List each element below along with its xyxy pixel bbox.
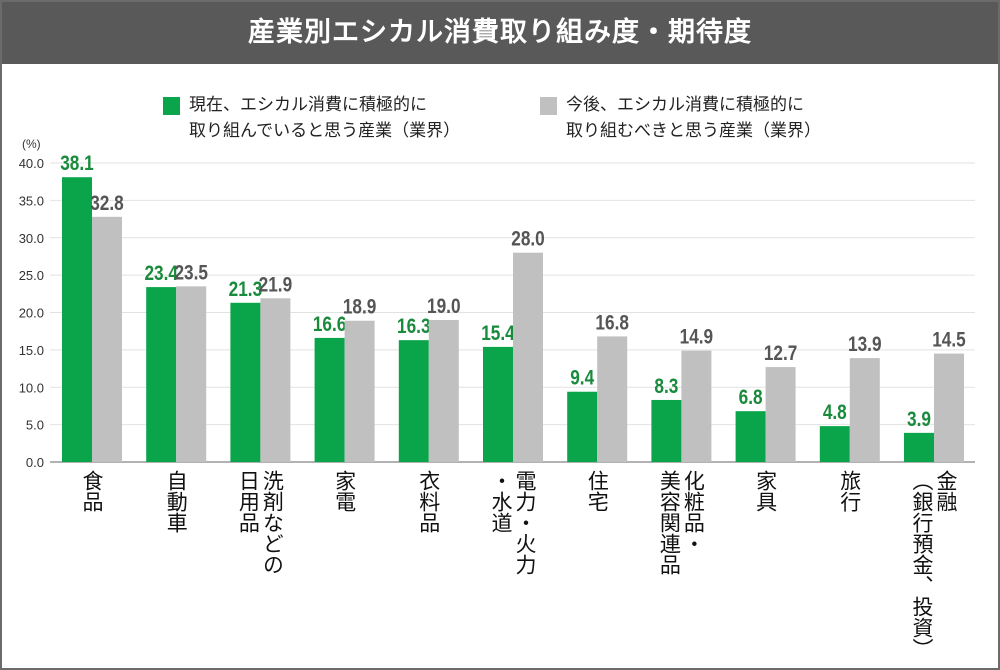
bar-current [398, 340, 429, 462]
bar-future [849, 358, 880, 462]
bar-current [314, 337, 345, 462]
y-tick-label: 20.0 [19, 306, 44, 321]
data-label: 23.4 [144, 263, 178, 286]
category-label: 金融 （銀行預金、投資） [910, 470, 958, 659]
bar-future [92, 216, 122, 462]
category-label: 家具 [753, 470, 778, 512]
data-label: 16.8 [595, 312, 629, 335]
data-label: 38.1 [60, 153, 94, 176]
y-tick-label: 25.0 [19, 268, 44, 283]
data-label: 32.8 [90, 192, 124, 215]
bar-current [146, 287, 177, 462]
category-label: 家電 [332, 470, 357, 512]
bar-current [819, 426, 850, 462]
category-label: 住宅 [585, 470, 610, 512]
data-label: 4.8 [823, 402, 847, 425]
category-label: 食品 [80, 470, 104, 512]
bar-future [513, 252, 543, 462]
data-label: 13.9 [848, 334, 882, 357]
y-tick-label: 40.0 [19, 156, 44, 171]
data-label: 12.7 [764, 343, 798, 366]
data-label: 21.9 [259, 274, 293, 297]
category-label: 自動車 [164, 470, 189, 533]
y-tick-label: 15.0 [19, 343, 44, 358]
data-label: 16.6 [313, 313, 347, 336]
chart-title: 産業別エシカル消費取り組み度・期待度 [2, 2, 998, 64]
data-label: 18.9 [343, 296, 377, 319]
bar-future [934, 353, 964, 462]
legend-item-future: 今後、エシカル消費に積極的に 取り組むべきと思う産業（業界） [540, 92, 821, 144]
legend-swatch-future [540, 97, 557, 115]
y-tick-label: 10.0 [19, 380, 44, 395]
legend-label-future: 今後、エシカル消費に積極的に 取り組むべきと思う産業（業界） [566, 95, 821, 141]
y-axis-unit: (%) [22, 137, 41, 151]
data-label: 21.3 [229, 278, 263, 301]
bar-current [483, 346, 513, 462]
bar-current [62, 177, 92, 462]
bar-current [651, 399, 682, 462]
data-label: 6.8 [739, 387, 763, 410]
bar-current [735, 411, 766, 462]
bar-future [176, 286, 207, 462]
bar-future [765, 367, 796, 462]
data-label: 8.3 [654, 375, 678, 398]
category-label: 電力・火力 ・水道 [489, 470, 537, 575]
bar-current [567, 391, 598, 462]
bar-future [344, 320, 375, 462]
y-tick-label: 30.0 [19, 231, 44, 246]
data-label: 28.0 [511, 228, 545, 251]
legend-label-current: 現在、エシカル消費に積極的に 取り組んでいると思う産業（業界） [189, 95, 461, 141]
data-label: 14.9 [680, 326, 714, 349]
bar-future [260, 298, 291, 462]
legend-item-current: 現在、エシカル消費に積極的に 取り組んでいると思う産業（業界） [163, 92, 460, 144]
data-label: 9.4 [570, 367, 594, 390]
bar-current [904, 432, 934, 462]
data-label: 16.3 [397, 316, 431, 339]
bar-future [428, 319, 459, 462]
data-label: 3.9 [907, 408, 931, 431]
category-label: 化粧品・ 美容関連品 [657, 470, 706, 575]
y-tick-label: 5.0 [26, 418, 44, 433]
bar-future [681, 350, 712, 462]
data-label: 23.5 [174, 262, 208, 285]
bar-future [597, 336, 628, 462]
data-label: 19.0 [427, 295, 461, 318]
category-label: 洗剤などの 日用品 [236, 470, 285, 575]
category-label: 衣料品 [416, 470, 441, 533]
data-label: 14.5 [932, 329, 966, 352]
y-tick-label: 0.0 [26, 455, 44, 470]
data-label: 15.4 [481, 322, 515, 345]
bar-current [230, 302, 261, 462]
category-label: 旅行 [837, 470, 862, 512]
y-tick-label: 35.0 [19, 193, 44, 208]
legend-swatch-current [163, 97, 180, 115]
